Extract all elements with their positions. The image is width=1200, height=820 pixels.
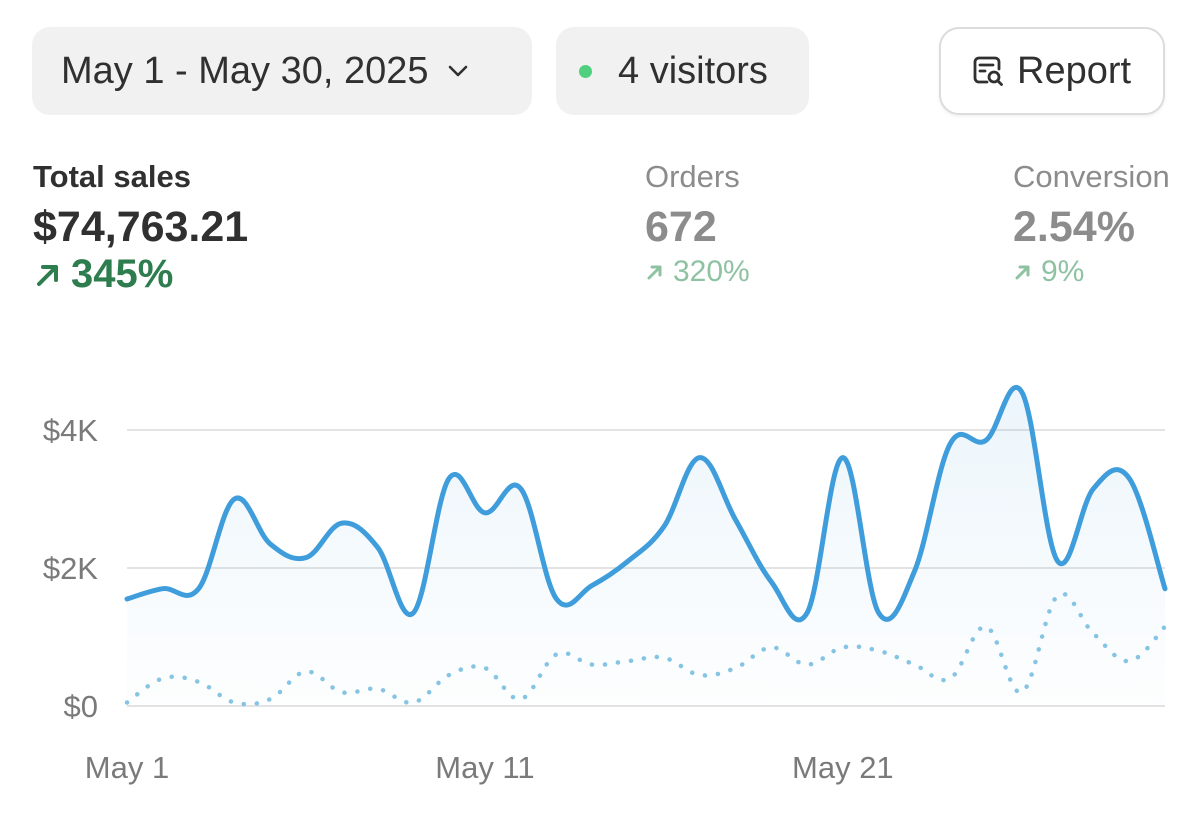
current-series-point[interactable] [622,555,634,567]
arrow-up-right-icon [645,262,665,282]
current-series-point[interactable] [980,434,992,446]
previous-series-point[interactable] [479,662,491,674]
current-series-point[interactable] [1052,555,1064,567]
previous-series-point[interactable] [837,641,849,653]
previous-series-point[interactable] [157,672,169,684]
metric-orders[interactable]: Orders 672 320% [645,160,750,289]
current-series-point[interactable] [228,493,240,505]
visitors-label: 4 visitors [618,49,768,92]
metric-label: Conversion [1013,159,1170,194]
previous-series-point[interactable] [228,697,240,709]
previous-series-point[interactable] [193,676,205,688]
metric-change-value: 9% [1041,255,1085,288]
report-button[interactable]: Report [939,27,1165,115]
current-series-point[interactable] [1016,386,1028,398]
current-series-point[interactable] [944,438,956,450]
current-series-point[interactable] [157,583,169,595]
metric-change: 9% [1013,255,1170,289]
current-series-point[interactable] [407,607,419,619]
metric-value: 672 [645,203,717,251]
current-series-point[interactable] [586,579,598,591]
previous-series-point[interactable] [1016,686,1028,698]
current-series-point[interactable] [1087,483,1099,495]
previous-series-point[interactable] [551,648,563,660]
x-tick-label: May 11 [435,750,534,785]
current-series-area [127,387,1165,706]
previous-series-point[interactable] [658,652,670,664]
previous-series-point[interactable] [801,659,813,671]
y-tick-label: $2K [43,551,98,586]
current-series-point[interactable] [908,565,920,577]
previous-series-point[interactable] [300,666,312,678]
previous-series-point[interactable] [873,645,885,657]
current-series-point[interactable] [515,483,527,495]
metric-conversion[interactable]: Conversion 2.54% 9% [1013,160,1170,289]
current-series-point[interactable] [658,521,670,533]
metric-label: Total sales [33,159,191,194]
current-series-point[interactable] [193,583,205,595]
live-visitors-button[interactable]: 4 visitors [556,27,809,115]
x-tick-label: May 21 [792,750,894,785]
current-series-point[interactable] [121,593,133,605]
report-label: Report [1017,49,1132,92]
previous-series-point[interactable] [729,662,741,674]
arrow-up-right-icon [33,260,63,290]
previous-series-point[interactable] [908,659,920,671]
previous-series-point[interactable] [586,659,598,671]
metric-total-sales[interactable]: Total sales $74,763.21 345% [33,160,248,297]
previous-series-point[interactable] [515,693,527,705]
current-series-point[interactable] [551,593,563,605]
metric-change: 345% [33,252,248,297]
y-tick-label: $4K [43,413,98,448]
metric-label: Orders [645,159,740,194]
date-range-label: May 1 - May 30, 2025 [61,49,429,92]
metric-change-value: 320% [673,255,750,288]
date-range-selector[interactable]: May 1 - May 30, 2025 [32,27,532,115]
current-series-point[interactable] [1123,472,1135,484]
metric-value: 2.54% [1013,203,1135,251]
current-series-point[interactable] [443,472,455,484]
previous-series-point[interactable] [336,686,348,698]
current-series-point[interactable] [372,541,384,553]
current-series-line [124,385,1168,623]
current-series-point[interactable] [300,552,312,564]
previous-series-point[interactable] [407,697,419,709]
current-series-point[interactable] [729,514,741,526]
previous-series-point[interactable] [1159,621,1171,633]
current-series-point[interactable] [837,452,849,464]
y-tick-label: $0 [64,689,98,724]
previous-series-point[interactable] [372,683,384,695]
chevron-down-icon [447,64,469,78]
arrow-up-right-icon [1013,262,1033,282]
previous-series-point[interactable] [944,672,956,684]
sales-line-chart[interactable]: $0 $2K $4K May 1 May 11 May 21 [0,330,1200,800]
live-dot-icon [579,64,592,78]
report-search-icon [971,54,1005,88]
previous-series-point[interactable] [694,669,706,681]
previous-series-point[interactable] [264,693,276,705]
previous-series-point[interactable] [1052,590,1064,602]
current-series-point[interactable] [1159,583,1171,595]
current-series-point[interactable] [694,452,706,464]
current-series-point[interactable] [479,507,491,519]
previous-series-point[interactable] [1087,628,1099,640]
current-series-point[interactable] [873,607,885,619]
metric-value: $74,763.21 [33,203,249,251]
previous-series-point[interactable] [443,669,455,681]
previous-series-point[interactable] [765,641,777,653]
previous-series-line [124,591,1168,707]
current-series-point[interactable] [336,517,348,529]
previous-series-point[interactable] [980,621,992,633]
metric-change-value: 345% [71,252,174,296]
x-tick-label: May 1 [85,750,169,785]
current-series-point[interactable] [264,538,276,550]
previous-series-point[interactable] [1123,655,1135,667]
previous-series-point[interactable] [622,655,634,667]
metric-change: 320% [645,255,750,289]
current-series-point[interactable] [765,576,777,588]
previous-series-point[interactable] [121,697,133,709]
current-series-point[interactable] [801,607,813,619]
